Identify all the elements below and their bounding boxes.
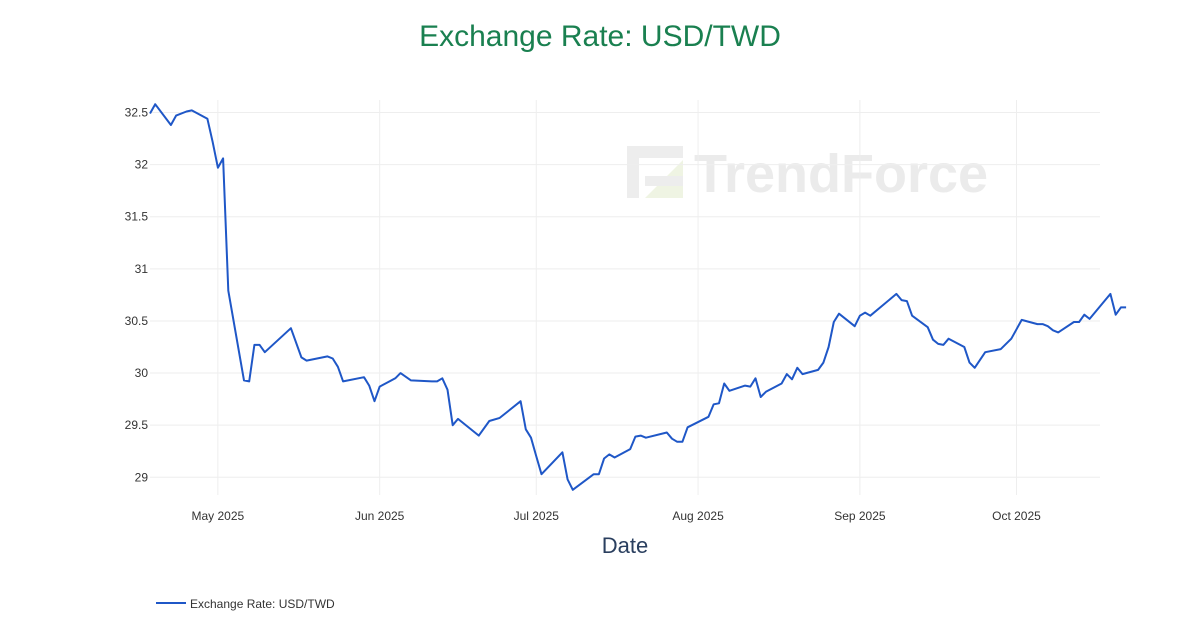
watermark-logo: TrendForce — [627, 144, 988, 204]
y-tick-label: 32 — [135, 158, 149, 172]
y-tick-label: 29 — [135, 470, 149, 484]
legend: Exchange Rate: USD/TWD — [156, 597, 335, 611]
legend-label: Exchange Rate: USD/TWD — [190, 597, 335, 611]
series-line — [149, 103, 1127, 491]
y-tick-label: 30.5 — [125, 314, 149, 328]
y-tick-label: 30 — [135, 366, 149, 380]
x-tick-label: Oct 2025 — [992, 509, 1041, 523]
y-tick-label: 31 — [135, 262, 149, 276]
x-tick-label: Jul 2025 — [514, 509, 560, 523]
x-tick-label: Aug 2025 — [672, 509, 724, 523]
x-tick-label: May 2025 — [192, 509, 245, 523]
y-tick-label: 29.5 — [125, 418, 149, 432]
watermark-text: TrendForce — [694, 144, 988, 204]
y-axis-ticks: 29 29.5 30 30.5 31 31.5 32 32.5 — [125, 106, 149, 485]
x-axis-label: Date — [602, 533, 648, 558]
y-tick-label: 32.5 — [125, 106, 149, 120]
x-tick-label: Sep 2025 — [834, 509, 886, 523]
chart-title: Exchange Rate: USD/TWD — [419, 20, 781, 53]
x-tick-label: Jun 2025 — [355, 509, 405, 523]
y-tick-label: 31.5 — [125, 210, 149, 224]
x-axis-ticks: May 2025 Jun 2025 Jul 2025 Aug 2025 Sep 2025… — [192, 509, 1042, 523]
